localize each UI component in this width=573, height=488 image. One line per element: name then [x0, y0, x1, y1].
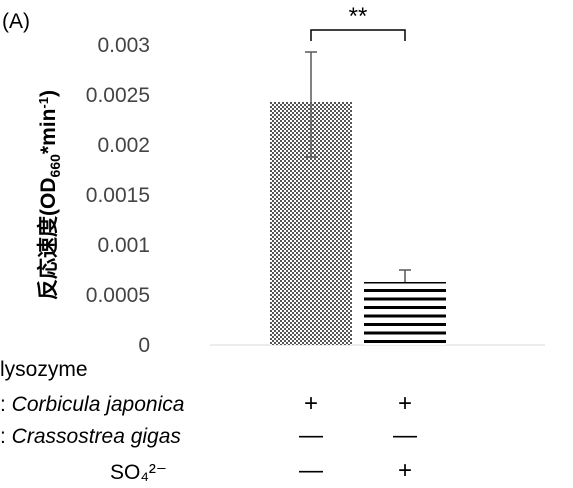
panel-label: (A) — [2, 10, 30, 33]
condition-label: : Crassostrea gigas — [0, 425, 181, 448]
bar — [364, 282, 446, 345]
condition-value: + — [397, 390, 412, 417]
y-tick-label: 0 — [138, 334, 150, 357]
y-tick-label: 0.0025 — [86, 84, 150, 107]
y-tick-label: 0.001 — [97, 234, 150, 257]
condition-label: : Corbicula japonica — [0, 393, 185, 416]
condition-value: — — [299, 422, 323, 449]
condition-value: + — [303, 390, 318, 417]
y-tick-label: 0.002 — [97, 134, 150, 157]
conditions-header: lysozyme — [0, 358, 88, 381]
y-tick-label: 0.003 — [97, 34, 150, 57]
condition-value: — — [393, 422, 417, 449]
condition-label: SO₄²⁻ — [110, 461, 167, 484]
condition-value: + — [397, 457, 412, 484]
y-tick-label: 0.0015 — [86, 184, 150, 207]
y-axis-label: 反応速度(OD660*min-1) — [36, 90, 63, 300]
condition-value: — — [299, 457, 323, 484]
significance-label: ** — [349, 3, 368, 30]
y-tick-label: 0.0005 — [86, 284, 150, 307]
significance-bracket — [310, 29, 406, 41]
